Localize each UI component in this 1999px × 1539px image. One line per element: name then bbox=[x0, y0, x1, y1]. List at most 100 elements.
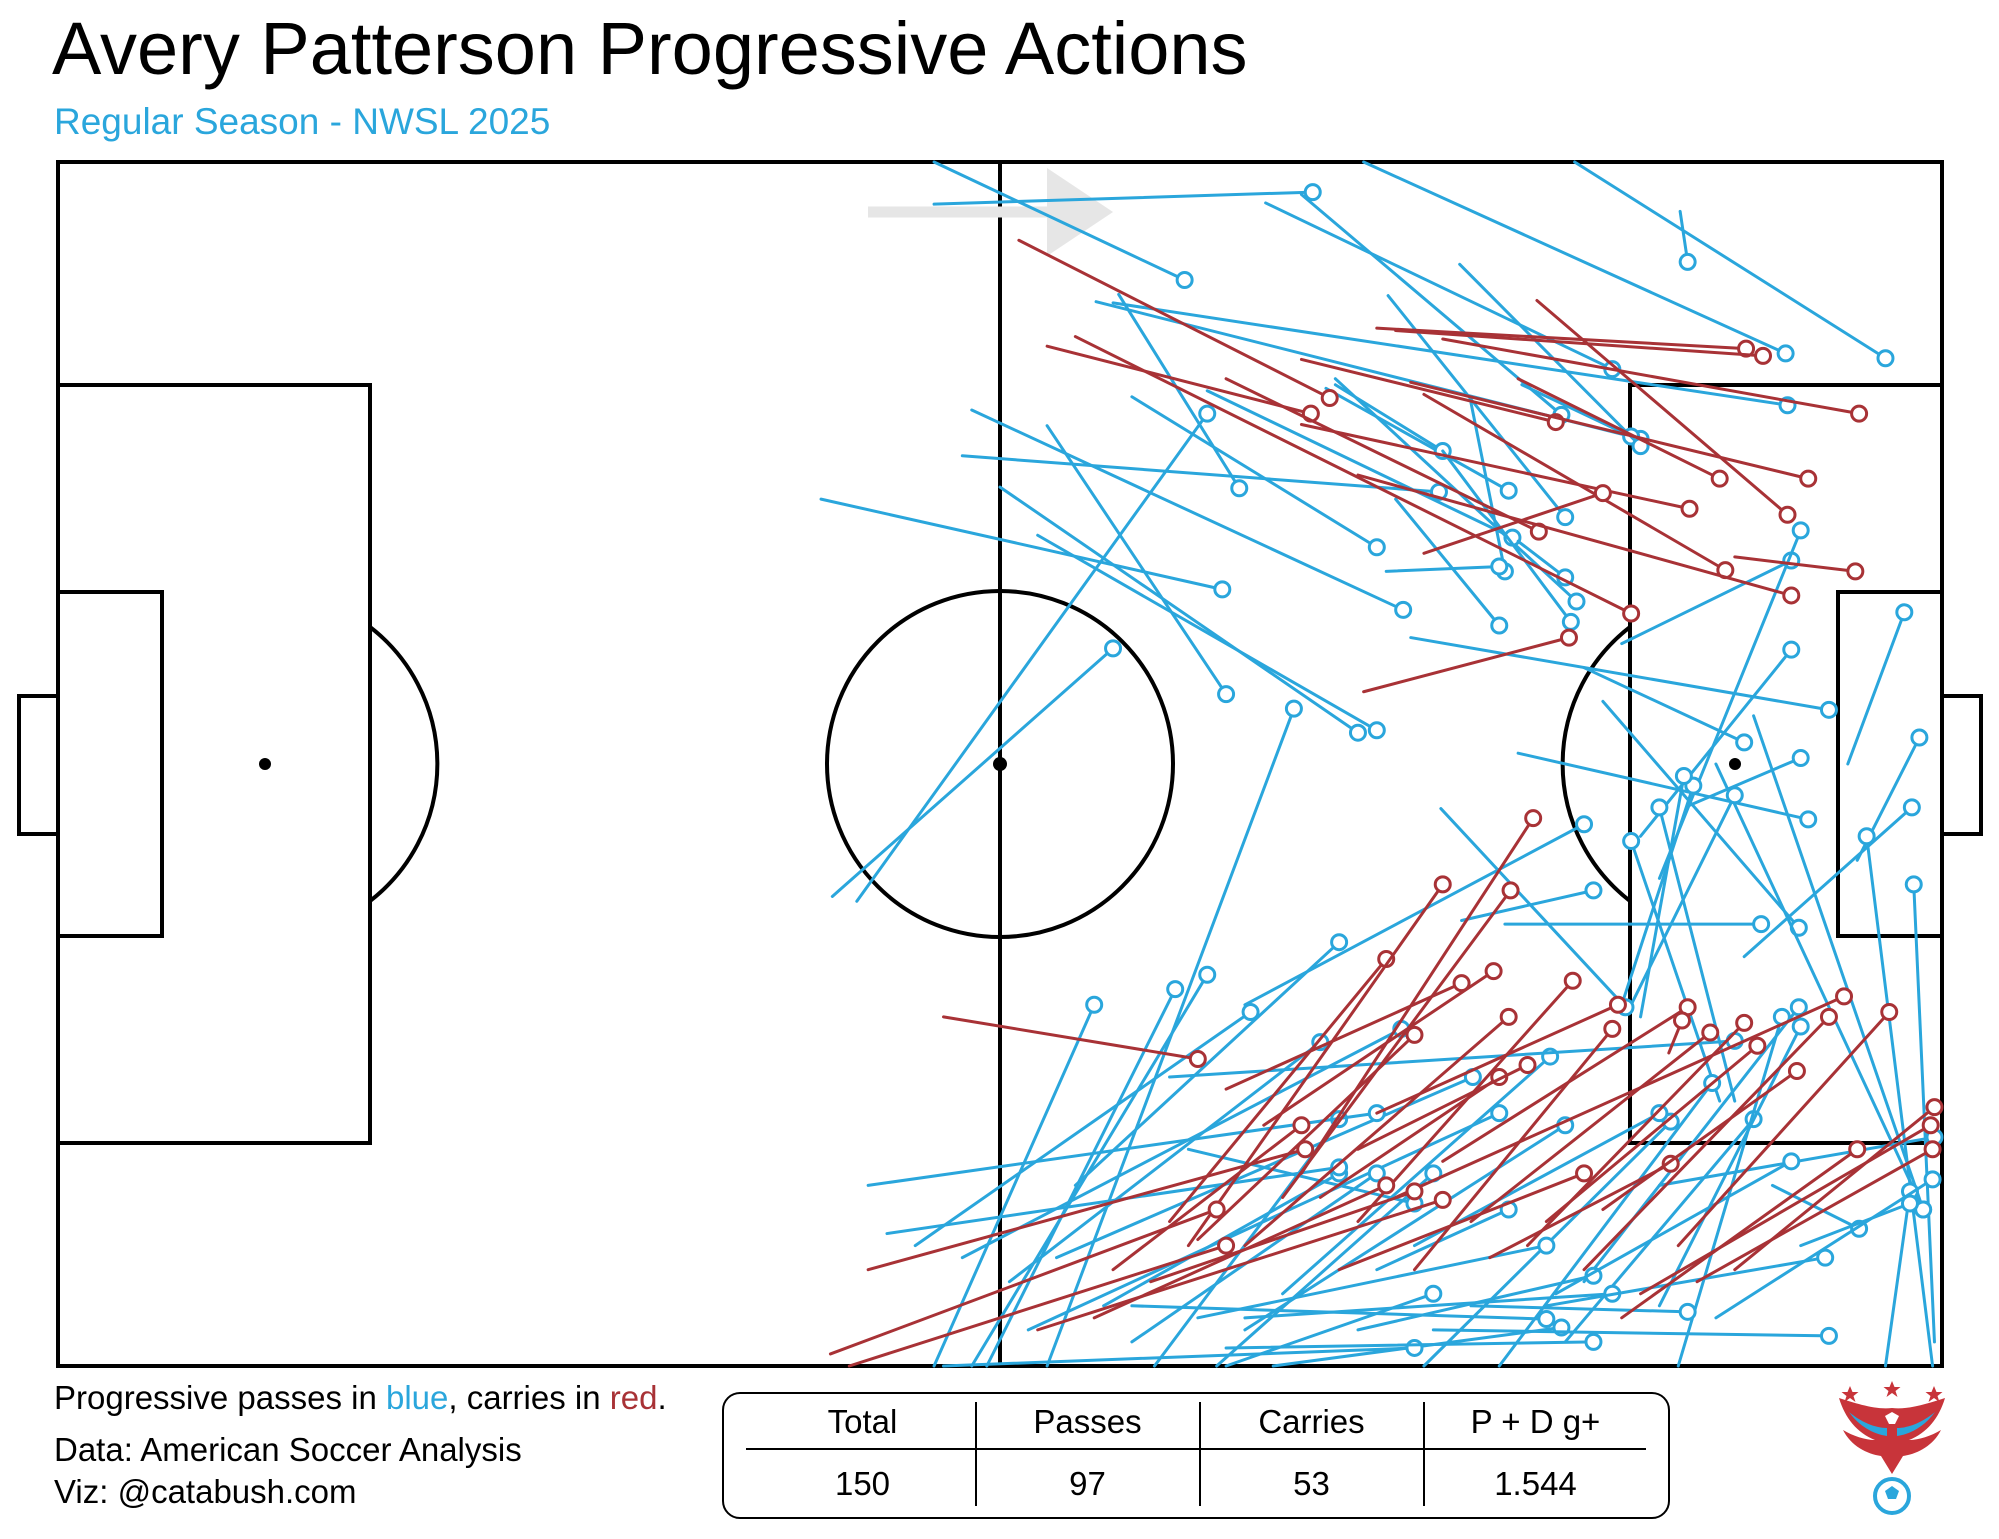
eagle-soccer-crest-icon bbox=[1839, 1381, 1945, 1515]
carry-line bbox=[828, 1210, 1212, 1356]
pass-line bbox=[1281, 1059, 1547, 1296]
pass-line bbox=[1036, 533, 1373, 729]
carry-end-point bbox=[1880, 1003, 1899, 1022]
pass-line bbox=[1742, 810, 1909, 959]
pass-line bbox=[1469, 401, 1506, 566]
left-penalty-spot bbox=[259, 758, 271, 770]
stats-header-rule bbox=[746, 1448, 1646, 1450]
carry-end-point bbox=[1846, 562, 1865, 581]
pass-line bbox=[1554, 1163, 1787, 1296]
pass-end-point bbox=[1085, 995, 1104, 1014]
carry-end-point bbox=[1518, 1056, 1537, 1074]
carry-end-point bbox=[1524, 809, 1543, 828]
stats-value-carries: 53 bbox=[1293, 1465, 1330, 1502]
pass-line bbox=[1324, 386, 1505, 489]
pass-line bbox=[1333, 383, 1439, 449]
pass-end-point bbox=[1902, 798, 1921, 817]
pass-line bbox=[1073, 945, 1336, 1187]
carry-end-point bbox=[1433, 875, 1452, 894]
pass-end-point bbox=[1857, 827, 1876, 846]
carry-line bbox=[1168, 962, 1384, 1224]
carry-line bbox=[1186, 888, 1441, 1248]
pass-end-point bbox=[1782, 1152, 1801, 1171]
pass-end-point bbox=[1198, 404, 1217, 423]
carry-end-point bbox=[1499, 1007, 1518, 1026]
stats-separator bbox=[1423, 1402, 1425, 1506]
pass-line bbox=[1441, 449, 1569, 618]
pass-end-point bbox=[1791, 1017, 1810, 1036]
pass-end-point bbox=[1217, 685, 1236, 704]
stats-header-carries: Carries bbox=[1258, 1403, 1365, 1440]
carry-line bbox=[847, 1246, 1221, 1368]
pass-line bbox=[1386, 294, 1563, 514]
pass-line bbox=[1659, 812, 1737, 1103]
stats-value-total: 150 bbox=[834, 1465, 891, 1502]
pass-end-point bbox=[1782, 640, 1801, 659]
pass-end-point bbox=[1678, 1302, 1697, 1321]
carry-line bbox=[1356, 473, 1787, 596]
pass-end-point bbox=[1895, 603, 1914, 622]
pass-line bbox=[1883, 1196, 1911, 1368]
carry-line bbox=[1224, 984, 1457, 1091]
pass-line bbox=[1130, 395, 1373, 546]
pass-end-point bbox=[1584, 881, 1603, 900]
pass-line bbox=[1714, 1181, 1929, 1320]
pass-end-point bbox=[1330, 933, 1349, 952]
pass-end-point bbox=[1367, 721, 1386, 740]
left-six-yard-box bbox=[56, 590, 164, 938]
pass-line bbox=[1362, 160, 1781, 353]
stats-col-carries: Carries 53 bbox=[1199, 1402, 1424, 1510]
carry-end-point bbox=[1575, 1164, 1594, 1183]
carry-end-point bbox=[1501, 881, 1520, 900]
stats-value-pdg: 1.544 bbox=[1494, 1465, 1577, 1502]
carry-line bbox=[1441, 337, 1854, 414]
pass-end-point bbox=[1650, 798, 1669, 817]
carry-line bbox=[1356, 1066, 1523, 1151]
pass-line bbox=[1620, 562, 1787, 646]
pass-line bbox=[1045, 424, 1224, 690]
carry-line bbox=[1469, 1035, 1707, 1224]
pass-end-point bbox=[1198, 965, 1217, 984]
pass-line bbox=[1205, 389, 1508, 537]
carry-line bbox=[1299, 822, 1531, 1175]
carry-end-point bbox=[1559, 628, 1578, 647]
carry-end-point bbox=[1603, 1019, 1622, 1038]
carry-line bbox=[1667, 1025, 1681, 1055]
pass-line bbox=[913, 1014, 1247, 1248]
pass-end-point bbox=[1241, 1003, 1260, 1022]
pass-end-point bbox=[1789, 998, 1808, 1017]
carry-end-point bbox=[1377, 1176, 1396, 1195]
carry-line bbox=[1544, 1048, 1754, 1224]
carry-end-point bbox=[1680, 499, 1699, 518]
pass-end-point bbox=[1490, 557, 1509, 576]
pass-line bbox=[1224, 1340, 1588, 1350]
left-penalty-box bbox=[56, 383, 372, 1145]
carry-end-point bbox=[1921, 1116, 1940, 1135]
pass-end-point bbox=[1575, 815, 1594, 834]
pass-end-point bbox=[1876, 349, 1895, 368]
stats-col-total: Total 150 bbox=[750, 1402, 975, 1510]
pass-end-point bbox=[1394, 600, 1413, 619]
pass-line bbox=[932, 160, 1180, 279]
pass-end-point bbox=[1537, 1236, 1556, 1255]
carry-end-point bbox=[1925, 1098, 1944, 1117]
carry-line bbox=[1676, 1015, 1887, 1248]
legend-text: Progressive passes in blue, carries in r… bbox=[54, 1378, 667, 1418]
pass-end-point bbox=[1819, 1326, 1838, 1345]
pass-end-point bbox=[1499, 481, 1518, 500]
carry-series bbox=[828, 238, 1944, 1368]
stats-header-total: Total bbox=[827, 1403, 898, 1440]
pass-line bbox=[1520, 383, 1627, 436]
carry-line bbox=[1422, 392, 1721, 569]
carry-line bbox=[1111, 1127, 1298, 1272]
pass-end-point bbox=[1284, 699, 1303, 718]
pass-line bbox=[1215, 1176, 1430, 1368]
carry-line bbox=[1422, 493, 1598, 555]
pass-line bbox=[1055, 1078, 1468, 1260]
pass-line bbox=[1620, 790, 1693, 1007]
carry-end-point bbox=[1207, 1200, 1226, 1219]
pass-line bbox=[1469, 1304, 1683, 1314]
stats-col-passes: Passes 97 bbox=[975, 1402, 1200, 1510]
stats-value-passes: 97 bbox=[1069, 1465, 1106, 1502]
carry-line bbox=[1243, 1019, 1505, 1248]
